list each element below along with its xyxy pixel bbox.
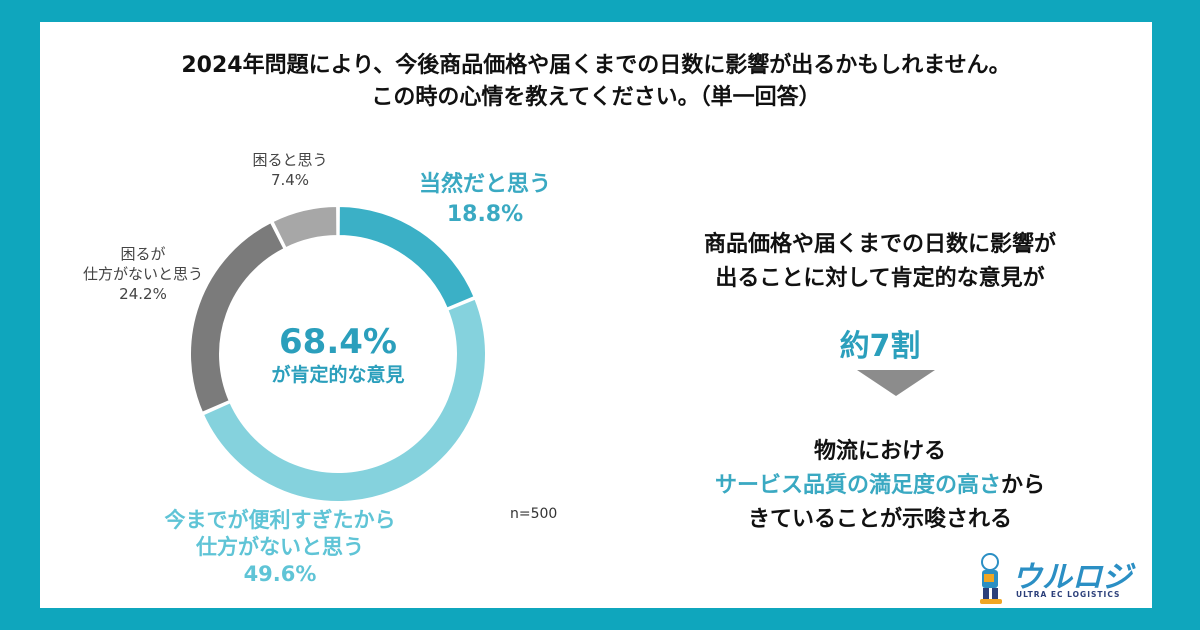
conclusion-line-1: 物流における [813, 439, 946, 464]
conclusion-tail: から [1001, 473, 1046, 498]
slice-label-troubled: 困ると思う 7.4% [240, 150, 340, 190]
summary-line-1: 商品価格や届くまでの日数に影響が [703, 232, 1056, 257]
slice-value: 24.2% [119, 285, 167, 303]
summary-line-2: 出ることに対して肯定的な意見が [715, 266, 1045, 291]
courier-mascot-icon [980, 553, 1002, 604]
center-value: 68.4% [279, 322, 397, 362]
logo-name: ウルロジ [1012, 560, 1132, 595]
slice-label-line: 仕方がないと思う [82, 265, 203, 283]
conclusion-line-3: きていることが示唆される [747, 507, 1012, 532]
slice-label-natural: 当然だと思う 18.8% [405, 170, 565, 230]
sample-size: n=500 [510, 506, 558, 522]
survey-question: 2024年問題により、今後商品価格や届くまでの日数に影響が出るかもしれません。 … [40, 50, 1152, 114]
question-line-1: 2024年問題により、今後商品価格や届くまでの日数に影響が出るかもしれません。 [181, 53, 1011, 78]
slice-label-text: 当然だと思う [418, 172, 551, 197]
conclusion-highlight: サービス品質の満足度の高さ [714, 473, 1001, 498]
donut-chart [189, 204, 487, 503]
slice-label-line: 仕方がないと思う [196, 535, 364, 559]
slice-value: 18.8% [446, 202, 524, 227]
slice-label-text: 困ると思う [252, 151, 328, 169]
summary-text: 商品価格や届くまでの日数に影響が 出ることに対して肯定的な意見が [660, 228, 1100, 296]
slice-natural [337, 204, 476, 310]
slice-value: 7.4% [270, 171, 310, 189]
slice-troubled-but-ok [189, 220, 286, 415]
slice-label-convenient: 今までが便利すぎたから 仕方がないと思う 49.6% [150, 507, 410, 588]
slice-value: 49.6% [243, 562, 317, 586]
question-line-2: この時の心情を教えてください。（単一回答） [371, 85, 821, 110]
conclusion-text: 物流における サービス品質の満足度の高さから きていることが示唆される [660, 435, 1100, 537]
down-arrow-icon [857, 370, 935, 396]
slice-troubled [271, 204, 339, 250]
slice-label-line: 今までが便利すぎたから [164, 508, 396, 532]
brand-logo: ウルロジ ULTRA EC LOGISTICS [970, 550, 1152, 608]
conclusion-line-2: サービス品質の満足度の高さから [660, 469, 1100, 503]
slice-label-troubled-but-ok: 困るが 仕方がないと思う 24.2% [68, 244, 218, 304]
donut-center: 68.4% が肯定的な意見 [238, 322, 438, 388]
slice-convenient [201, 297, 487, 503]
slice-label-line: 困るが [120, 245, 166, 263]
summary-ratio: 約7割 [839, 329, 921, 364]
logo-tagline: ULTRA EC LOGISTICS [1016, 590, 1121, 599]
center-label: が肯定的な意見 [271, 364, 405, 386]
infographic-card: 2024年問題により、今後商品価格や届くまでの日数に影響が出るかもしれません。 … [40, 22, 1152, 608]
